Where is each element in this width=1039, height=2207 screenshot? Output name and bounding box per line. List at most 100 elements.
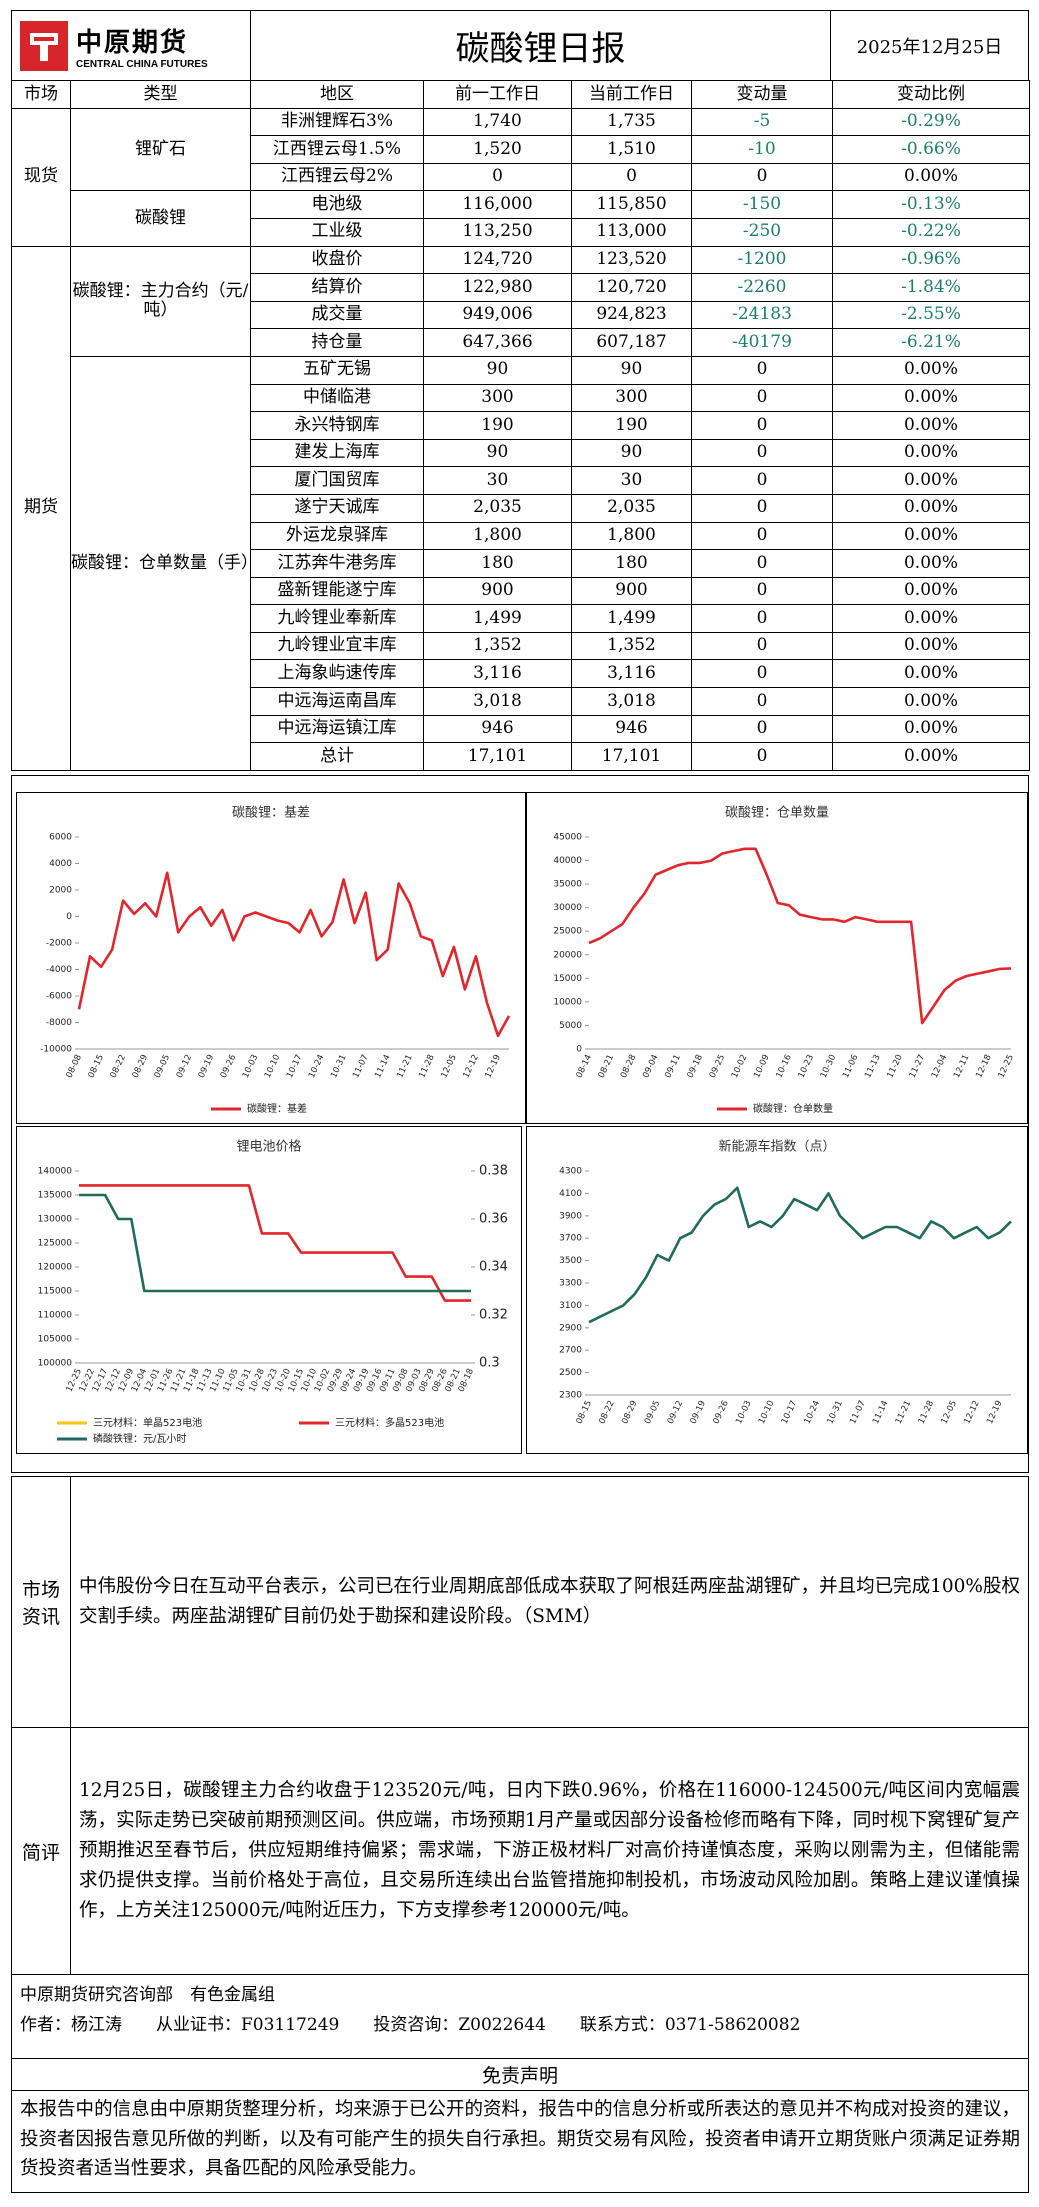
change-pct: 0.00% [832, 383, 1030, 413]
change: 0 [691, 549, 833, 578]
x-tick-label: 10-03 [241, 1053, 261, 1080]
x-tick-label: 12-25 [996, 1053, 1016, 1080]
current-value: 924,823 [571, 300, 692, 330]
previous-value: 3,018 [423, 687, 572, 716]
x-tick-label: 08-22 [597, 1399, 617, 1426]
review-row: 简评 12月25日，碳酸锂主力合约收盘于123520元/吨，日内下跌0.96%，… [11, 1727, 1029, 1975]
current-value: 190 [571, 411, 692, 440]
region: 遂宁天诚库 [250, 493, 424, 523]
report-date: 2025年12月25日 [830, 11, 1028, 80]
previous-value: 2,035 [423, 493, 572, 523]
legend-label: 三元材料：多晶523电池 [335, 1416, 444, 1429]
change: -1200 [691, 245, 833, 275]
region: 江西锂云母2% [250, 162, 424, 192]
table-row: 江苏奔牛港务库 180 180 0 0.00% [12, 549, 1030, 578]
legend-label: 三元材料：单晶523电池 [93, 1416, 202, 1429]
header-row: 市场 类型 地区 前一工作日 当前工作日 变动量 变动比例 [11, 80, 1030, 109]
y-tick-label: 4100 [559, 1189, 582, 1199]
region: 工业级 [250, 217, 424, 247]
x-tick-label: 08-08 [64, 1053, 84, 1080]
y-tick-label: 2900 [559, 1323, 582, 1333]
legend-label: 磷酸铁锂：元/瓦小时 [93, 1432, 186, 1445]
change-pct: 0.00% [832, 162, 1030, 192]
y-tick-label: 2700 [559, 1346, 582, 1356]
current-value: 1,510 [571, 135, 692, 164]
footer: 中原期货研究咨询部 有色金属组 作者：杨江涛 从业证书：F03117249 投资… [11, 1974, 1029, 2059]
current-value: 900 [571, 576, 692, 606]
change-pct: 0.00% [832, 411, 1030, 440]
y2-tick-label: 0.3 [479, 1356, 500, 1371]
column-header: 类型 [70, 80, 251, 109]
region: 上海象屿速传库 [250, 659, 424, 689]
y-tick-label: 125000 [38, 1239, 73, 1249]
change-pct: 0.00% [832, 493, 1030, 523]
x-tick-label: 09-12 [666, 1399, 686, 1426]
change: 0 [691, 383, 833, 413]
y-tick-label: 25000 [553, 927, 582, 937]
current-value: 946 [571, 714, 692, 744]
previous-value: 1,520 [423, 135, 572, 164]
x-tick-label: 12-12 [962, 1399, 982, 1426]
y-tick-label: 3500 [559, 1256, 582, 1266]
y-tick-label: 45000 [553, 833, 582, 843]
table-row: 工业级 113,250 113,000 -250 -0.22% [12, 217, 1030, 247]
market-cell: 期货 [11, 245, 71, 771]
x-tick-label: 12-18 [974, 1053, 994, 1080]
table-row: 遂宁天诚库 2,035 2,035 0 0.00% [12, 493, 1030, 523]
y-tick-label: 4000 [49, 859, 72, 869]
table-row: 盛新锂能遂宁库 900 900 0 0.00% [12, 576, 1030, 606]
disclaimer-text: 本报告中的信息由中原期货整理分析，均来源于已公开的资料，报告中的信息分析或所表达… [11, 2090, 1029, 2193]
y-tick-label: 35000 [553, 880, 582, 890]
x-tick-label: 10-24 [307, 1053, 327, 1080]
current-value: 180 [571, 549, 692, 578]
x-tick-label: 10-03 [734, 1399, 754, 1426]
change-pct: 0.00% [832, 742, 1030, 771]
x-tick-label: 11-27 [908, 1053, 928, 1080]
current-value: 3,018 [571, 687, 692, 716]
chart-title: 锂电池价格 [236, 1139, 301, 1155]
x-tick-label: 10-31 [329, 1053, 349, 1080]
x-tick-label: 11-14 [373, 1053, 393, 1080]
chart-title: 新能源车指数（点） [718, 1139, 835, 1155]
change: 0 [691, 604, 833, 633]
change: 0 [691, 466, 833, 495]
change-pct: 0.00% [832, 521, 1030, 551]
change-pct: 0.00% [832, 687, 1030, 716]
change-pct: -1.84% [832, 273, 1030, 302]
type-cell: 锂矿石 [70, 107, 251, 192]
table-row: 碳酸锂 电池级 116,000 115,850 -150 -0.13% [12, 190, 1030, 247]
previous-value: 30 [423, 466, 572, 495]
table-row: 总计 17,101 17,101 0 0.00% [12, 742, 1030, 771]
change-pct: 0.00% [832, 438, 1030, 468]
y-tick-label: -8000 [46, 1018, 72, 1028]
column-header: 前一工作日 [423, 80, 572, 109]
y2-tick-label: 0.36 [479, 1212, 508, 1227]
current-value: 3,116 [571, 659, 692, 689]
y-tick-label: 20000 [553, 950, 582, 960]
x-tick-label: 10-02 [730, 1053, 750, 1080]
x-tick-label: 08-15 [574, 1399, 594, 1426]
y-tick-label: 2300 [559, 1391, 582, 1401]
y-tick-label: 0 [66, 912, 72, 922]
change: 0 [691, 659, 833, 689]
x-tick-label: 09-19 [689, 1399, 709, 1426]
type-cell: 碳酸锂 [70, 190, 251, 247]
legend-label: 碳酸锂：基差 [247, 1102, 307, 1115]
chart: 新能源车指数（点） 2300 2500 2700 2900 3100 3300 3500 370… [526, 1126, 1028, 1454]
x-tick-label: 09-05 [643, 1399, 663, 1426]
y-tick-label: 40000 [553, 856, 582, 866]
change: -10 [691, 135, 833, 164]
table-row: 九岭锂业宜丰库 1,352 1,352 0 0.00% [12, 631, 1030, 661]
change-pct: -6.21% [832, 328, 1030, 357]
disclaimer-title: 免责声明 [11, 2058, 1029, 2091]
logo-icon [20, 20, 68, 71]
y-tick-label: 4300 [559, 1167, 582, 1177]
x-tick-label: 11-13 [863, 1053, 883, 1080]
current-value: 1,800 [571, 521, 692, 551]
x-tick-label: 12-05 [439, 1053, 459, 1080]
change-pct: -0.96% [832, 245, 1030, 275]
y-tick-label: 30000 [553, 903, 582, 913]
x-tick-label: 08-22 [109, 1053, 129, 1080]
y-tick-label: 110000 [38, 1311, 73, 1321]
